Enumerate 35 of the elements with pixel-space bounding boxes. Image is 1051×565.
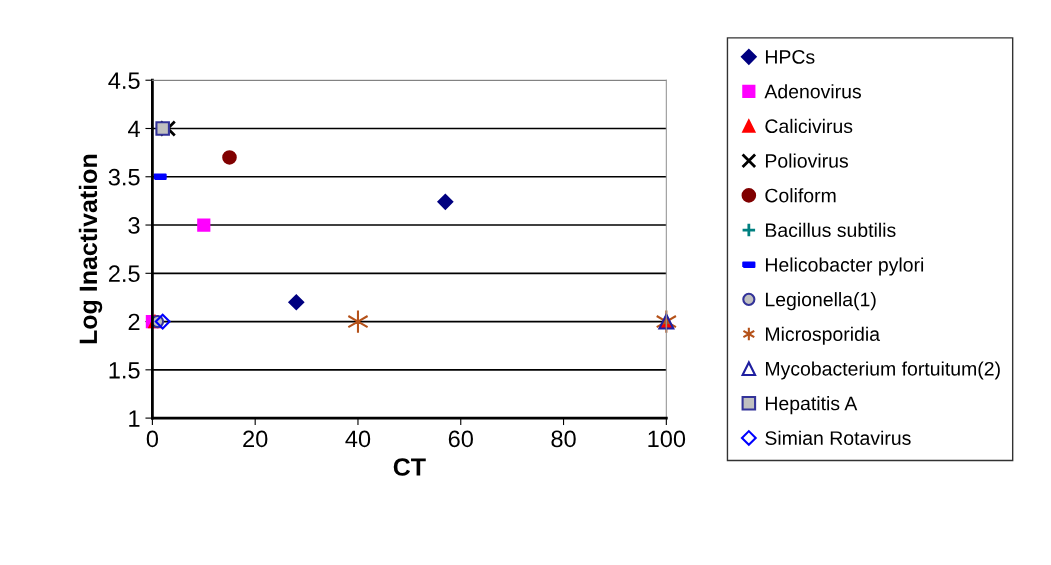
y-axis-title: Log Inactivation	[78, 154, 103, 344]
legend-label: Poliovirus	[765, 153, 848, 168]
point	[154, 313, 171, 330]
legend-label: Coliform	[765, 188, 836, 203]
point	[222, 150, 237, 165]
x-tick-label: 100	[648, 430, 686, 448]
y-tick-label: 3	[128, 217, 140, 234]
legend-label: HPCs	[765, 50, 815, 64]
legend-label: Hepatitis A	[765, 396, 858, 415]
point	[288, 294, 305, 311]
x-axis-title: CT	[393, 458, 426, 476]
y-tick-label: 2.5	[108, 265, 140, 283]
legend-label: Bacillus subtilis	[765, 222, 896, 238]
x-tick-label: 60	[448, 430, 473, 448]
y-tick-label: 1	[129, 410, 140, 427]
legend-label: Calicivirus	[765, 118, 853, 134]
y-tick-label: 1.5	[109, 362, 140, 379]
y-tick-label: 3.5	[108, 168, 140, 186]
legend-label: Helicobacter pylori	[765, 257, 924, 276]
x-tick-label: 0	[146, 430, 159, 448]
y-tick-label: 4.5	[108, 72, 140, 90]
legend-label: Adenovirus	[764, 84, 861, 99]
point	[197, 218, 211, 232]
x-tick-label: 80	[551, 430, 576, 448]
point	[155, 121, 170, 136]
y-tick-label: 2	[128, 313, 140, 331]
legend-label: Legionella(1)	[765, 292, 876, 311]
x-tick-label: 40	[345, 430, 371, 448]
x-tick-label: 20	[243, 430, 268, 448]
legend-label: Simian Rotavirus	[765, 430, 911, 445]
legend-label: Mycobacterium fortuitum(2)	[765, 361, 1000, 380]
point	[437, 193, 454, 210]
point	[347, 309, 369, 334]
y-tick-label: 4	[128, 120, 140, 138]
legend-label: Microsporidia	[765, 326, 881, 345]
